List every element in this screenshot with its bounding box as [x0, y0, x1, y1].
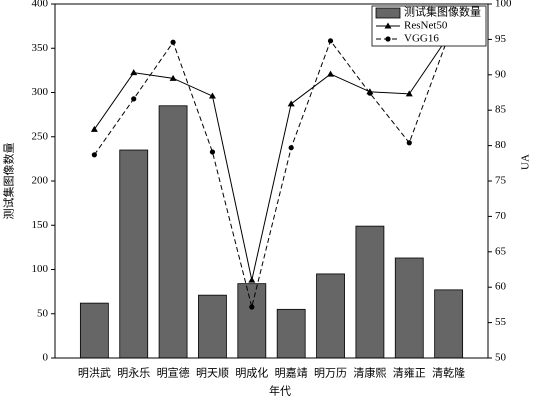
- y2-tick-label: 75: [495, 175, 507, 187]
- y2-tick-label: 50: [495, 352, 507, 364]
- bar: [158, 105, 188, 359]
- y-tick-label: 100: [32, 263, 49, 275]
- y2-tick-label: 85: [495, 104, 507, 116]
- line-marker: [406, 140, 412, 146]
- line-marker: [288, 145, 294, 151]
- line-marker: [170, 39, 176, 45]
- line-marker: [327, 38, 334, 44]
- y-tick-label: 50: [37, 307, 49, 319]
- y-tick-label: 250: [32, 130, 49, 142]
- bar: [237, 283, 267, 359]
- bar: [316, 273, 345, 359]
- x-tick-label: 明洪武: [78, 366, 111, 380]
- y-tick-label: 150: [32, 219, 49, 231]
- x-axis-label: 年代: [269, 384, 291, 398]
- line-marker: [208, 92, 216, 99]
- y2-tick-label: 80: [495, 139, 507, 151]
- bar: [434, 289, 464, 359]
- line-marker: [367, 90, 373, 96]
- line-marker: [287, 100, 295, 107]
- line-marker: [248, 276, 256, 283]
- bar: [355, 225, 385, 359]
- legend-marker: [384, 22, 392, 29]
- bar: [276, 308, 306, 359]
- y2-tick-label: 70: [495, 210, 507, 222]
- y2-tick-label: 100: [495, 0, 512, 10]
- x-tick-label: 清康熙: [353, 366, 386, 380]
- x-tick-label: 清乾隆: [432, 366, 465, 380]
- line-marker: [209, 149, 216, 155]
- bar: [198, 294, 227, 359]
- line-marker: [91, 152, 97, 158]
- x-tick-label: 明永乐: [117, 366, 150, 380]
- legend-label: VGG16: [404, 33, 439, 45]
- y2-tick-label: 95: [495, 33, 507, 45]
- line-marker: [405, 90, 413, 97]
- y-tick-label: 350: [32, 42, 49, 54]
- bar: [119, 149, 149, 359]
- line-marker: [90, 125, 98, 132]
- x-tick-label: 明成化: [235, 366, 268, 380]
- line-marker: [327, 70, 335, 77]
- line-marker: [130, 69, 138, 76]
- line-marker: [249, 304, 255, 310]
- x-tick-label: 明宣德: [157, 366, 190, 380]
- y2-tick-label: 55: [495, 316, 507, 328]
- x-tick-label: 明嘉靖: [275, 366, 308, 380]
- line-marker: [131, 96, 137, 102]
- y2-tick-label: 60: [495, 281, 507, 293]
- bar: [394, 257, 424, 359]
- legend-label: ResNet50: [404, 20, 448, 32]
- y-tick-label: 0: [43, 352, 49, 364]
- y-tick-label: 200: [32, 175, 49, 187]
- y-axis-label: 测试集图像数量: [2, 143, 16, 220]
- y2-tick-label: 90: [495, 68, 507, 80]
- x-tick-label: 明天顺: [196, 367, 229, 380]
- line: [93, 35, 450, 281]
- y2-axis-label: UA: [520, 154, 532, 170]
- legend-marker: [385, 36, 391, 42]
- y-tick-label: 300: [32, 86, 49, 98]
- line-marker: [169, 74, 177, 81]
- legend-label: 测试集图像数量: [404, 5, 481, 19]
- bar: [79, 302, 109, 359]
- x-tick-label: 明万历: [314, 367, 347, 380]
- x-tick-label: 清雍正: [393, 366, 426, 380]
- legend-swatch: [375, 7, 401, 19]
- y2-tick-label: 65: [495, 245, 507, 257]
- y-tick-label: 400: [32, 0, 49, 10]
